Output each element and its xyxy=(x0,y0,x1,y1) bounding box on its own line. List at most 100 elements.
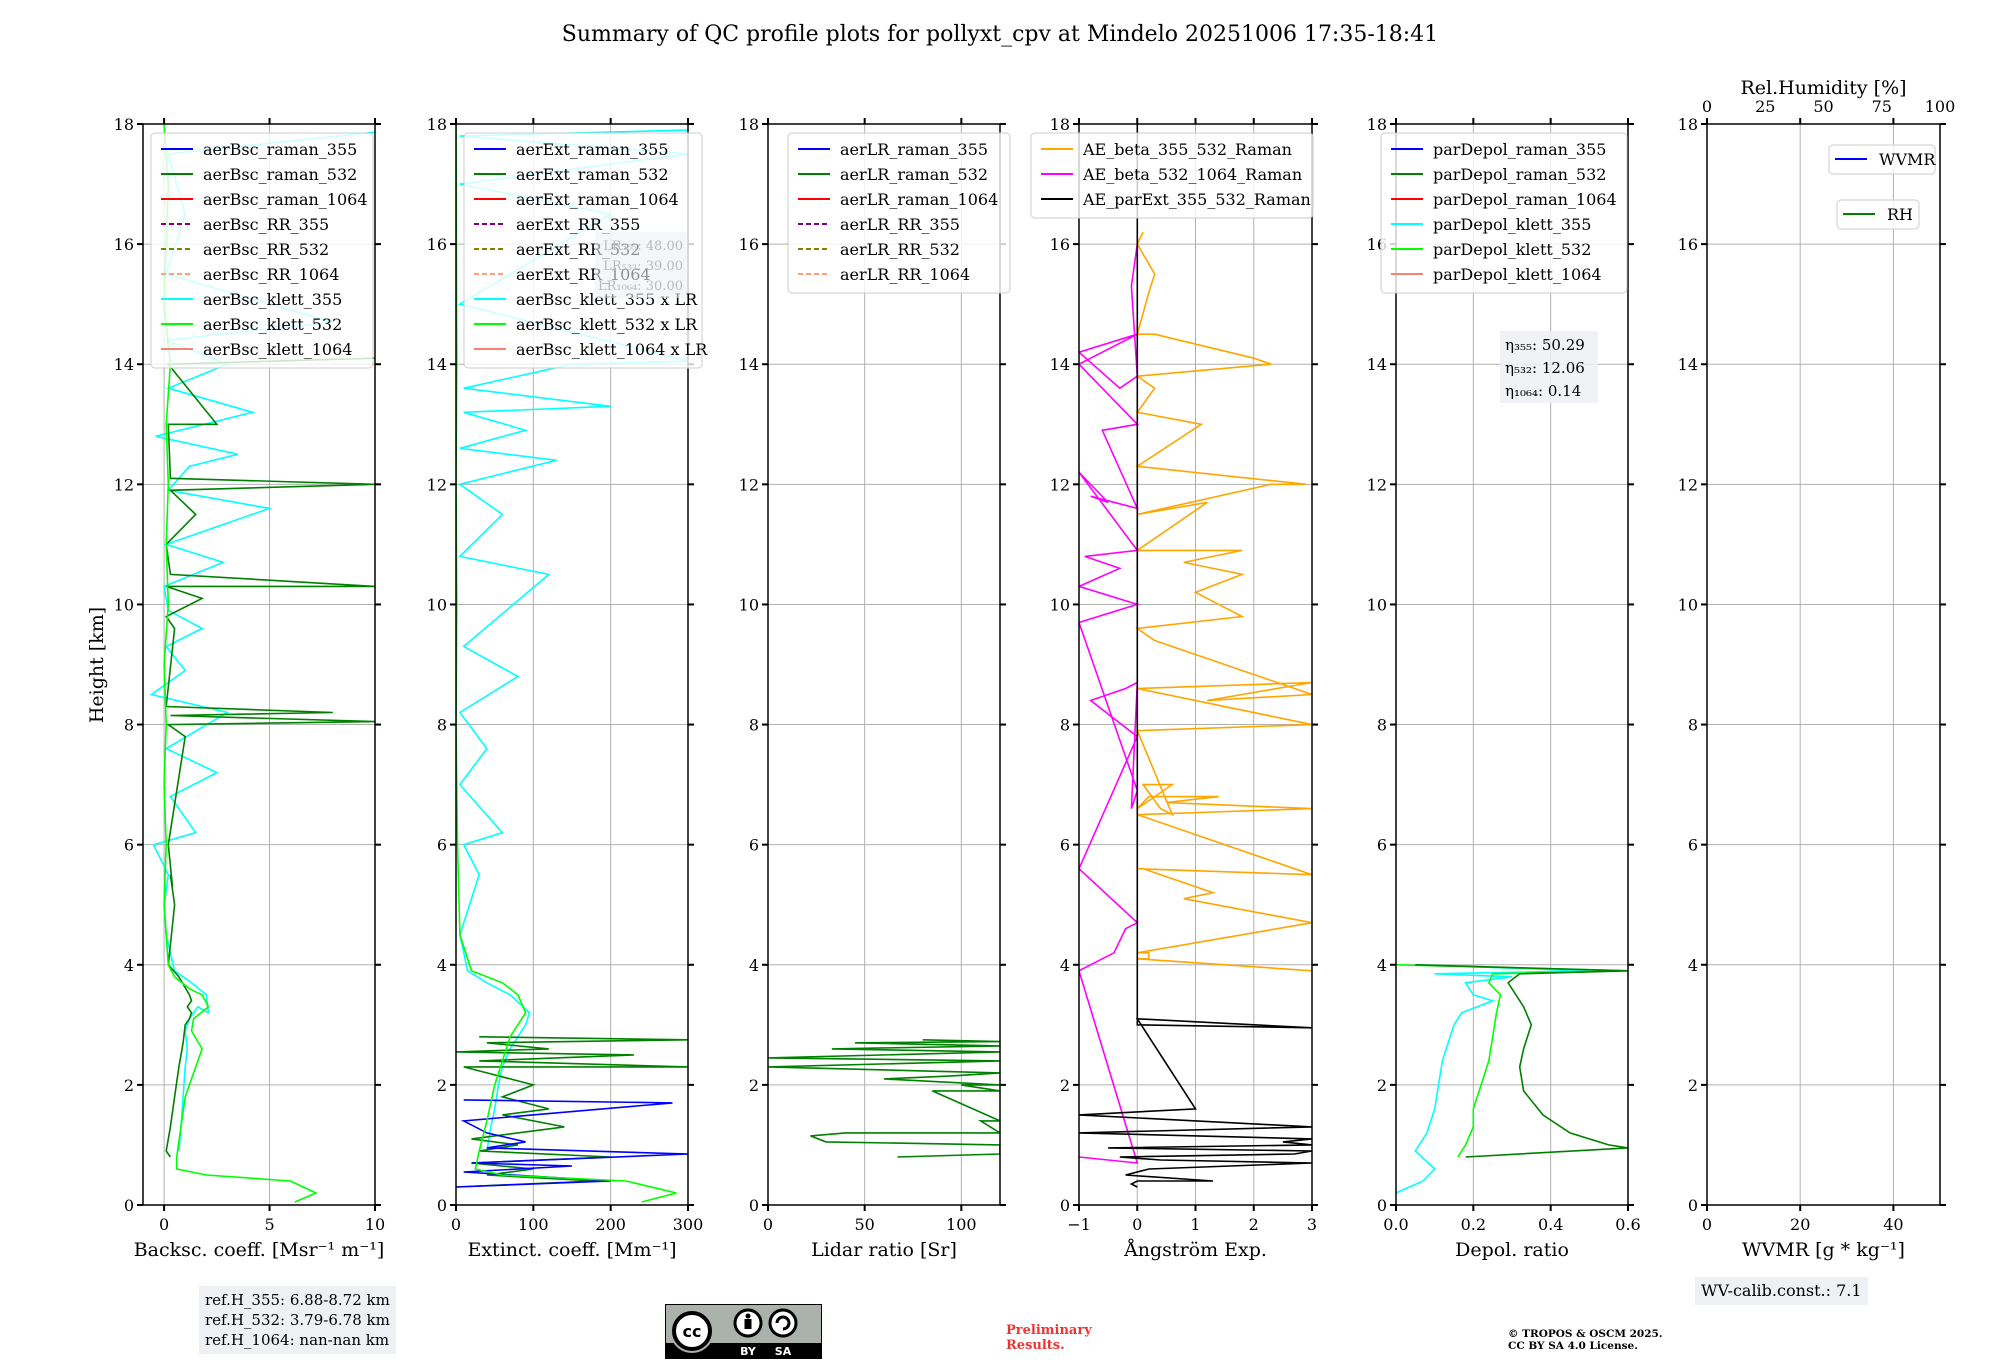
y-tick-label: 2 xyxy=(1377,1076,1387,1095)
axes-frame xyxy=(767,123,1001,1206)
x-tick-label: 0 xyxy=(451,1215,461,1234)
svg-text:RH: RH xyxy=(1887,205,1913,224)
copyright-note: © TROPOS & OSCM 2025. CC BY SA 4.0 Licen… xyxy=(1508,1328,1663,1352)
x-tick-label: 0.0 xyxy=(1383,1215,1408,1234)
legend-label: aerLR_raman_1064 xyxy=(840,190,998,209)
legend-label: aerBsc_klett_1064 xyxy=(203,340,352,359)
y-tick-label: 16 xyxy=(114,235,134,254)
x-tick-label: 0.6 xyxy=(1615,1215,1640,1234)
legend-item: aerBsc_RR_532 xyxy=(161,240,329,259)
y-tick-label: 0 xyxy=(124,1196,134,1215)
y-tick-label: 8 xyxy=(1060,716,1070,735)
legend-label: parDepol_raman_355 xyxy=(1433,140,1606,159)
legend-item: aerExt_raman_1064 xyxy=(474,190,679,209)
y-tick-label: 8 xyxy=(1377,716,1387,735)
legend-label: aerBsc_RR_532 xyxy=(203,240,329,259)
legend-label: aerBsc_klett_532 xyxy=(203,315,342,334)
series-AE_beta_355_532_Raman xyxy=(1134,231,1312,972)
cc-by-sa-license-badge: cc BY SA xyxy=(665,1304,822,1359)
y-tick-label: 4 xyxy=(749,956,759,975)
y-tick-label: 0 xyxy=(1060,1196,1070,1215)
x-axis-label: Depol. ratio xyxy=(1455,1239,1569,1261)
y-tick-label: 10 xyxy=(114,595,134,614)
legend-label: aerBsc_raman_532 xyxy=(203,165,357,184)
y-tick-label: 14 xyxy=(1367,355,1387,374)
legend-label: aerBsc_raman_355 xyxy=(203,140,357,159)
y-axis-label: Height [km] xyxy=(86,607,108,723)
legend-label: aerExt_raman_532 xyxy=(516,165,669,184)
x-tick-label: 50 xyxy=(854,1215,874,1234)
series-aerLR_raman_532 xyxy=(768,1039,1000,1158)
badge-by-label: BY xyxy=(740,1345,757,1358)
y-tick-label: 6 xyxy=(1377,836,1387,855)
eta-value: η₅₃₂: 12.06 xyxy=(1505,359,1585,377)
ref-height-1064: ref.H_1064: nan-nan km xyxy=(205,1331,390,1349)
ref-height-355: ref.H_355: 6.88-8.72 km xyxy=(205,1291,390,1309)
x-tick-label: 100 xyxy=(518,1215,549,1234)
legend-label: parDepol_klett_1064 xyxy=(1433,265,1602,284)
lidar-ratio-box: LR₃₅₅: 48.00 LR₅₃₂: 39.00 LR₁₀₆₄: 30.00 xyxy=(595,232,687,298)
legend-label: parDepol_klett_532 xyxy=(1433,240,1591,259)
svg-text:cc: cc xyxy=(683,1322,702,1341)
x-tick-label: 0 xyxy=(1132,1215,1142,1234)
badge-sa-label: SA xyxy=(775,1345,792,1358)
legend-item: AE_beta_355_532_Raman xyxy=(1041,140,1292,159)
y-tick-label: 4 xyxy=(124,956,134,975)
x-tick-label: 2 xyxy=(1249,1215,1259,1234)
legend-item: aerExt_RR_355 xyxy=(474,215,640,234)
y-tick-label: 12 xyxy=(114,475,134,494)
preliminary-results-note: Preliminary Results. xyxy=(1006,1323,1092,1353)
y-tick-label: 12 xyxy=(739,475,759,494)
top-x-tick-label: 50 xyxy=(1813,97,1833,116)
x-axis-label: Extinct. coeff. [Mm⁻¹] xyxy=(467,1239,676,1261)
series-parDepol_raman_532 xyxy=(1415,964,1628,1158)
y-tick-label: 2 xyxy=(1060,1076,1070,1095)
y-tick-label: 12 xyxy=(1678,475,1698,494)
top-x-tick-label: 100 xyxy=(1925,97,1956,116)
y-tick-label: 4 xyxy=(1688,956,1698,975)
legend-label: aerExt_raman_355 xyxy=(516,140,669,159)
x-tick-label: 40 xyxy=(1883,1215,1903,1234)
axes-frame xyxy=(1395,123,1629,1206)
legend-label: AE_beta_532_1064_Raman xyxy=(1082,165,1302,184)
legend-item: aerLR_raman_532 xyxy=(798,165,988,184)
y-tick-label: 8 xyxy=(1688,716,1698,735)
y-tick-label: 6 xyxy=(1060,836,1070,855)
legend-item: aerBsc_RR_355 xyxy=(161,215,329,234)
legend-item: parDepol_klett_355 xyxy=(1391,215,1591,234)
legend-item: parDepol_klett_532 xyxy=(1391,240,1591,259)
lidar-ratio-value: LR₁₀₆₄: 30.00 xyxy=(598,279,683,294)
y-tick-label: 6 xyxy=(124,836,134,855)
legend-label: AE_parExt_355_532_Raman xyxy=(1082,190,1311,209)
top-x-tick-label: 75 xyxy=(1872,97,1892,116)
x-tick-label: 200 xyxy=(595,1215,626,1234)
x-tick-label: 1 xyxy=(1190,1215,1200,1234)
series-aerBsc_raman_532 xyxy=(165,357,375,1158)
legend-label: parDepol_raman_1064 xyxy=(1433,190,1617,209)
x-tick-label: 0.4 xyxy=(1538,1215,1563,1234)
y-tick-label: 14 xyxy=(1050,355,1070,374)
x-tick-label: 100 xyxy=(946,1215,977,1234)
legend-item: aerBsc_klett_532 x LR xyxy=(474,315,698,334)
panel-lr: 0 2 4 6 8 10 12 14 16 18 0 50 100 Lidar ratio [Sr] aer… xyxy=(739,115,1011,1261)
y-tick-label: 8 xyxy=(437,716,447,735)
legend-label: aerLR_raman_532 xyxy=(840,165,988,184)
y-tick-label: 14 xyxy=(114,355,134,374)
copyright-line-1: © TROPOS & OSCM 2025. xyxy=(1508,1328,1663,1340)
legend-item: aerExt_raman_355 xyxy=(474,140,669,159)
series-aerBsc_klett_532 xyxy=(163,124,318,1203)
legend-item: aerBsc_klett_1064 xyxy=(161,340,352,359)
legend-item: aerExt_raman_532 xyxy=(474,165,669,184)
copyright-line-2: CC BY SA 4.0 License. xyxy=(1508,1340,1638,1352)
y-tick-label: 18 xyxy=(114,115,134,134)
y-tick-label: 10 xyxy=(739,595,759,614)
legend-label: aerExt_raman_1064 xyxy=(516,190,679,209)
x-tick-label: 0 xyxy=(763,1215,773,1234)
legend-item: aerBsc_raman_532 xyxy=(161,165,357,184)
legend-item: AE_beta_532_1064_Raman xyxy=(1041,165,1302,184)
eta-box: η₃₅₅: 50.29 η₅₃₂: 12.06 η₁₀₆₄: 0.14 xyxy=(1500,331,1598,403)
legend-item: aerLR_RR_355 xyxy=(798,215,960,234)
axes-frame xyxy=(455,123,689,1206)
series-AE_beta_532_1064_Raman xyxy=(1079,238,1141,1164)
